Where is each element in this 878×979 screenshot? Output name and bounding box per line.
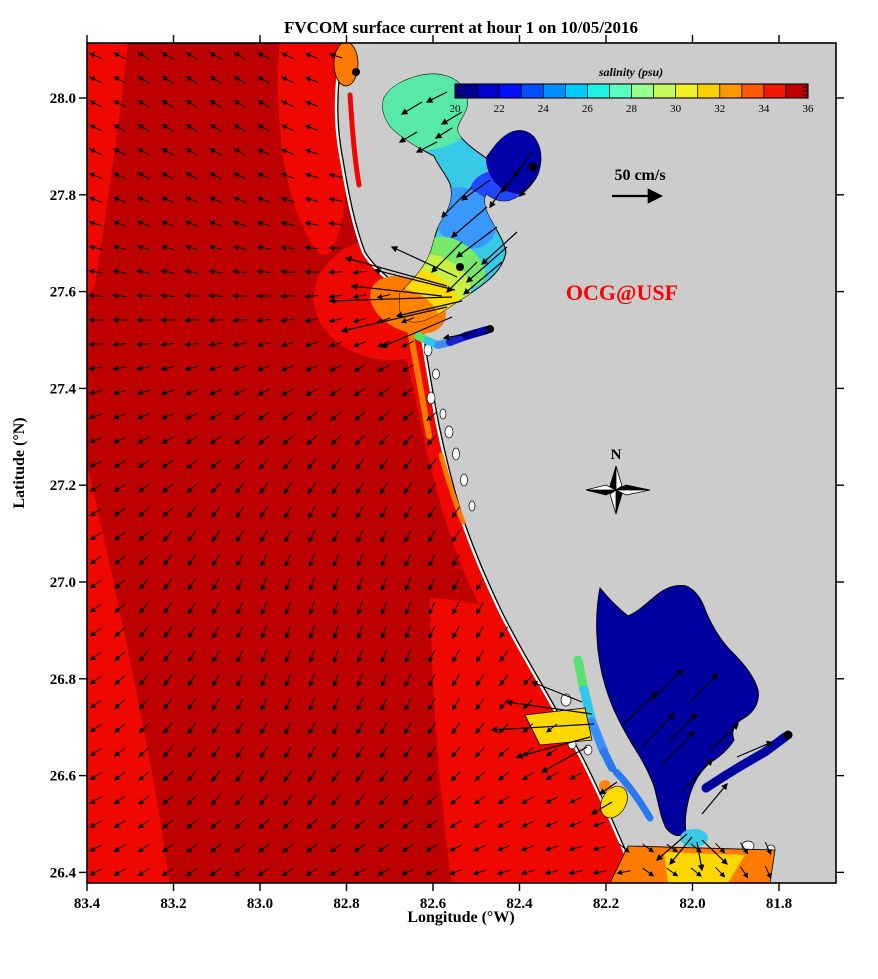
y-tick-label: 27.0 <box>50 575 76 591</box>
y-tick-label: 27.6 <box>50 285 77 301</box>
y-tick-label: 26.6 <box>50 769 77 785</box>
x-tick-label: 82.6 <box>420 896 447 912</box>
peace-river <box>701 732 790 793</box>
compass-rose: N <box>585 447 651 515</box>
colorbar-frame <box>454 83 809 99</box>
colorbar-cells <box>455 84 809 98</box>
velocity-key: 50 cm/s <box>612 167 666 204</box>
compass-n-label: N <box>611 447 622 463</box>
x-tick-label: 83.2 <box>160 896 186 912</box>
x-tick-label: 82.8 <box>333 896 359 912</box>
map-plot-area <box>87 43 836 883</box>
colorbar: salinity (psu) 20 22 24 26 28 30 32 34 36 <box>450 65 815 115</box>
boca-grande-pass-water <box>680 829 708 847</box>
colorbar-tick-label: 24 <box>538 103 550 115</box>
current-vector-field <box>88 52 772 879</box>
colorbar-tick-label: 22 <box>494 103 505 115</box>
y-axis-label: Latitude (°N) <box>11 417 28 508</box>
point-markers <box>352 68 793 740</box>
colorbar-title: salinity (psu) <box>598 65 663 79</box>
y-tick-label: 26.8 <box>50 672 76 688</box>
colorbar-end-ticks <box>456 86 807 96</box>
x-axis-label: Longitude (°W) <box>407 909 514 926</box>
sarasota-bay <box>573 655 654 822</box>
colorbar-tick-label: 34 <box>758 103 770 115</box>
x-tick-label: 81.8 <box>766 896 792 912</box>
charlotte-harbor <box>596 585 759 836</box>
colorbar-tick-label: 26 <box>582 103 594 115</box>
y-tick-label: 28.0 <box>50 91 76 107</box>
velocity-key-label: 50 cm/s <box>614 167 665 184</box>
colorbar-tick-label: 28 <box>626 103 638 115</box>
colorbar-tick-label: 36 <box>803 103 815 115</box>
y-tick-label: 26.4 <box>50 865 77 881</box>
lemon-bay <box>612 768 654 822</box>
venice-inlet-water <box>600 785 628 819</box>
axis-tick-labels: 83.4 83.2 83.0 82.8 82.6 82.4 82.2 82.0 81.8 26.4… <box>50 91 792 912</box>
plot-border <box>86 42 837 884</box>
colorbar-tick-label: 30 <box>670 103 682 115</box>
colorbar-tick-label: 20 <box>450 103 462 115</box>
x-tick-label: 82.0 <box>679 896 705 912</box>
watermark-label: OCG@USF <box>566 280 678 305</box>
intracoastal-waterways <box>333 43 466 525</box>
current-jet-arrows <box>328 91 774 872</box>
y-tick-label: 27.2 <box>50 478 76 494</box>
x-tick-label: 82.2 <box>593 896 619 912</box>
axis-ticks <box>79 35 844 891</box>
figure-title: FVCOM surface current at hour 1 on 10/05… <box>284 18 638 37</box>
x-tick-label: 83.4 <box>74 896 101 912</box>
manatee-river <box>414 326 491 349</box>
colorbar-tick-label: 32 <box>714 103 725 115</box>
y-tick-label: 27.4 <box>50 381 77 397</box>
x-tick-label: 83.0 <box>247 896 273 912</box>
compass-star-icon <box>585 465 651 515</box>
x-tick-label: 82.4 <box>506 896 533 912</box>
y-tick-label: 27.8 <box>50 188 76 204</box>
colorbar-tick-labels: 20 22 24 26 28 30 32 34 36 <box>450 103 815 115</box>
